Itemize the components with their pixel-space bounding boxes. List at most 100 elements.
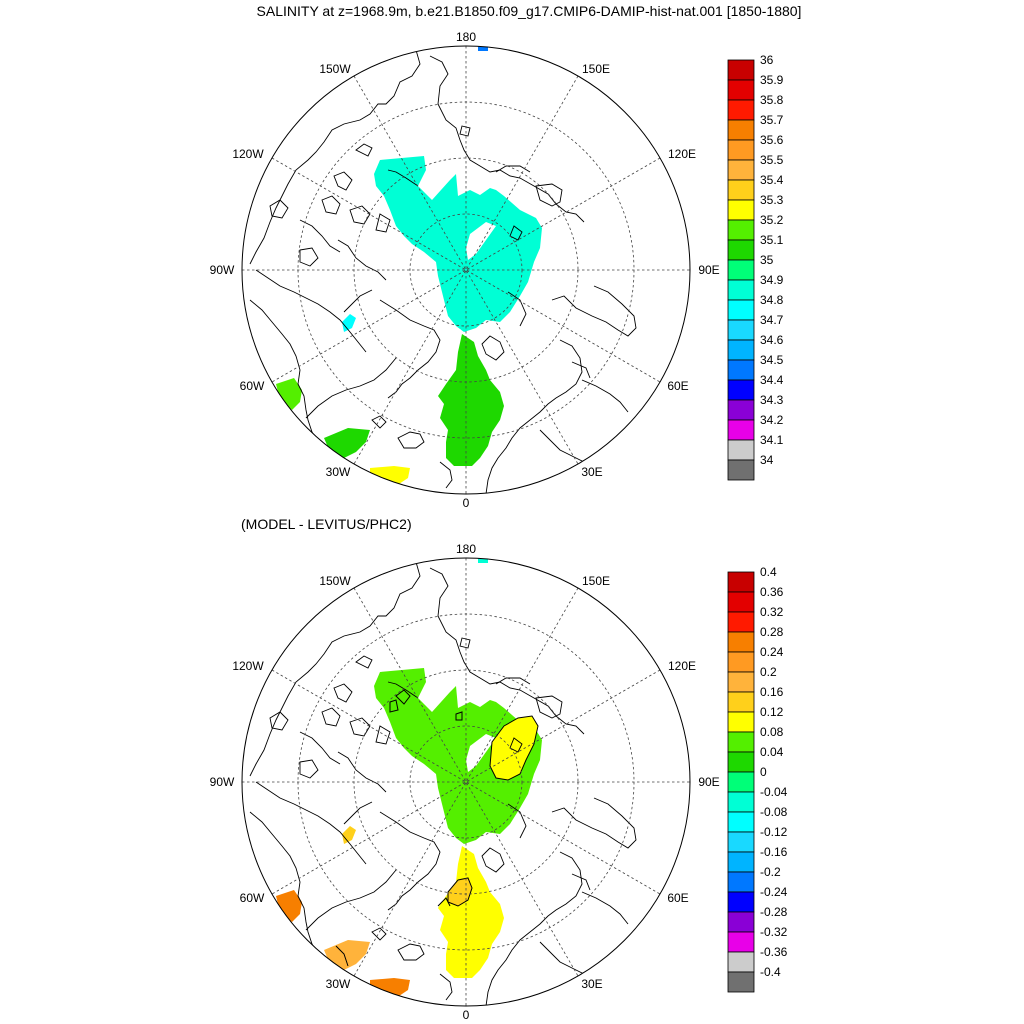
bot-lon-0-label: 0 — [463, 1008, 470, 1022]
bot-bering-tip — [478, 558, 488, 563]
bot-lon-150w-label: 150W — [319, 574, 351, 588]
bottom-colorbar-tick-label: -0.16 — [760, 845, 788, 859]
top-colorbar-swatch — [727, 159, 755, 181]
bottom-colorbar-swatch — [727, 731, 755, 753]
top-colorbar-tick-label: 34.2 — [760, 413, 784, 427]
top-panel-title: SALINITY at z=1968.9m, b.e21.B1850.f09_g… — [257, 3, 802, 19]
top-colorbar-swatch — [727, 359, 755, 381]
bottom-colorbar-swatch — [727, 851, 755, 873]
top-colorbar-tick-label: 34.7 — [760, 313, 784, 327]
bottom-colorbar-swatch — [727, 911, 755, 933]
top-colorbar-tick-label: 35.9 — [760, 73, 784, 87]
bottom-colorbar-tick-label: -0.36 — [760, 945, 788, 959]
top-colorbar-tick-label: 34.3 — [760, 393, 784, 407]
top-lon-180-label: 180 — [456, 30, 476, 44]
top-colorbar-tick-label: 35.3 — [760, 193, 784, 207]
bot-arctic-field — [374, 668, 542, 844]
top-lon-150w-label: 150W — [319, 62, 351, 76]
top-atlantic-south — [370, 466, 410, 486]
bot-lon-90w-label: 90W — [210, 775, 235, 789]
top-graticule — [242, 46, 690, 494]
bottom-colorbar-swatch — [727, 871, 755, 893]
top-colorbar-tick-label: 35.2 — [760, 213, 784, 227]
top-nordic-field — [438, 334, 504, 466]
top-colorbar-swatch — [727, 339, 755, 361]
bottom-colorbar-tick-label: 0.36 — [760, 585, 784, 599]
bottom-colorbar-swatch — [727, 891, 755, 913]
bottom-colorbar-swatch — [727, 591, 755, 613]
top-irminger-field — [324, 428, 370, 458]
bottom-colorbar-swatch — [727, 931, 755, 953]
top-colorbar-tick-label: 34 — [760, 453, 774, 467]
bot-atlantic-b — [370, 978, 410, 998]
bottom-colorbar-tick-label: -0.32 — [760, 925, 788, 939]
bottom-colorbar-swatch — [727, 671, 755, 693]
top-colorbar-swatch — [727, 279, 755, 301]
top-colorbar-swatch — [727, 59, 755, 81]
bottom-colorbar-swatch — [727, 751, 755, 773]
top-colorbar-swatch — [727, 139, 755, 161]
bottom-colorbar-tick-label: -0.12 — [760, 825, 788, 839]
top-lon-0-label: 0 — [463, 496, 470, 510]
bottom-colorbar-tick-label: 0.32 — [760, 605, 784, 619]
bottom-colorbar: 0.4 0.36 0.32 0.28 0.24 0.2 0.16 0.12 0.08 0.04 0 -… — [727, 565, 788, 993]
top-map-border — [241, 45, 691, 495]
bottom-colorbar-swatch — [727, 771, 755, 793]
bottom-map-border — [241, 557, 691, 1007]
bot-lon-30w-label: 30W — [326, 977, 351, 991]
top-lon-90e-label: 90E — [698, 263, 719, 277]
top-colorbar: 36 35.9 35.8 35.7 35.6 35.5 35.4 35.3 35.2 35.1 35… — [727, 53, 784, 481]
bottom-colorbar-tick-label: -0.04 — [760, 785, 788, 799]
top-lon-90w-label: 90W — [210, 263, 235, 277]
bottom-colorbar-tick-label: 0.28 — [760, 625, 784, 639]
bottom-colorbar-tick-label: -0.28 — [760, 905, 788, 919]
top-small-patch — [342, 314, 356, 332]
bottom-colorbar-tick-label: 0.04 — [760, 745, 784, 759]
top-colorbar-swatch — [727, 179, 755, 201]
top-colorbar-swatch — [727, 379, 755, 401]
bottom-colorbar-tick-label: -0.4 — [760, 965, 781, 979]
top-colorbar-tick-label: 34.4 — [760, 373, 784, 387]
bot-lon-30e-label: 30E — [581, 977, 602, 991]
bottom-colorbar-tick-label: -0.08 — [760, 805, 788, 819]
top-colorbar-swatch — [727, 299, 755, 321]
bot-eurasian-high — [490, 716, 538, 780]
top-colorbar-swatch — [727, 79, 755, 101]
top-colorbar-tick-label: 34.1 — [760, 433, 784, 447]
top-colorbar-swatch — [727, 119, 755, 141]
top-colorbar-swatch — [727, 459, 755, 481]
top-lon-30e-label: 30E — [581, 465, 602, 479]
top-colorbar-tick-label: 34.8 — [760, 293, 784, 307]
bot-atlantic-a — [324, 940, 370, 970]
bottom-colorbar-swatch — [727, 971, 755, 993]
top-colorbar-swatch — [727, 219, 755, 241]
top-colorbar-tick-label: 35.7 — [760, 113, 784, 127]
bottom-panel-title: (MODEL - LEVITUS/PHC2) — [241, 516, 412, 532]
top-bering-tip — [478, 46, 488, 51]
top-arctic-field — [374, 156, 542, 332]
top-colorbar-swatch — [727, 419, 755, 441]
top-colorbar-swatch — [727, 319, 755, 341]
top-colorbar-swatch — [727, 199, 755, 221]
bottom-colorbar-tick-label: -0.2 — [760, 865, 781, 879]
top-salinity-map: 180 150W 150E 120W 120E 90W 90E 60W 60E … — [210, 30, 720, 510]
top-colorbar-swatch — [727, 259, 755, 281]
bot-small-patch — [342, 826, 356, 844]
bot-lon-60e-label: 60E — [667, 891, 688, 905]
bottom-colorbar-tick-label: 0.08 — [760, 725, 784, 739]
bottom-colorbar-tick-label: 0.4 — [760, 565, 777, 579]
top-lon-60e-label: 60E — [667, 379, 688, 393]
bot-lon-90e-label: 90E — [698, 775, 719, 789]
top-colorbar-tick-label: 35.1 — [760, 233, 784, 247]
bottom-colorbar-swatch — [727, 651, 755, 673]
bottom-colorbar-swatch — [727, 711, 755, 733]
bottom-colorbar-swatch — [727, 831, 755, 853]
top-colorbar-tick-label: 34.5 — [760, 353, 784, 367]
bottom-colorbar-swatch — [727, 951, 755, 973]
bottom-graticule — [242, 558, 690, 1006]
top-colorbar-tick-label: 36 — [760, 53, 774, 67]
bottom-colorbar-swatch — [727, 791, 755, 813]
top-colorbar-tick-label: 35.4 — [760, 173, 784, 187]
bot-lon-120e-label: 120E — [668, 659, 696, 673]
